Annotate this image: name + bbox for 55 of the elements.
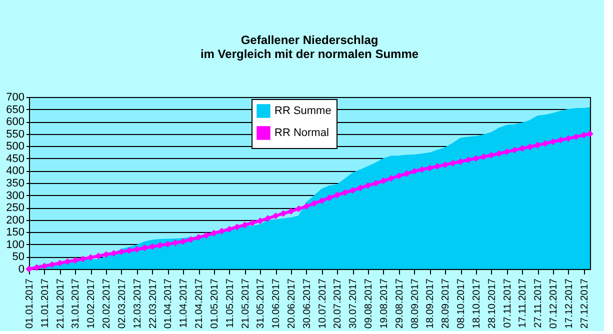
x-tick-label: 01.01.2017	[24, 278, 36, 329]
x-tick-label: 22.03.2017	[148, 278, 159, 329]
x-tick-label: 20.07.2017	[332, 278, 344, 329]
x-tick-label: 30.07.2017	[348, 278, 360, 329]
x-tick-label: 08.10.2017	[456, 278, 468, 329]
y-tick-label: 650	[6, 104, 24, 116]
y-tick-label: 300	[6, 190, 24, 202]
y-tick-label: 700	[6, 92, 24, 104]
x-tick-label: 01.05.2017	[209, 278, 220, 329]
x-tick-label: 30.06.2017	[302, 278, 313, 329]
y-tick-label: 400	[6, 165, 24, 178]
x-tick-label: 08.09.2017	[410, 278, 421, 329]
x-tick-label: 20.06.2017	[286, 278, 298, 329]
x-tick-label: 27.11.2017	[533, 278, 544, 328]
x-tick-label: 10.07.2017	[317, 278, 328, 329]
x-tick-label: 20.02.2017	[102, 278, 113, 329]
x-tick-label: 09.08.2017	[364, 278, 375, 329]
x-tick-label: 21.04.2017	[194, 278, 206, 329]
x-tick-label: 21.05.2017	[240, 278, 252, 329]
x-tick-label: 28.09.2017	[440, 278, 452, 329]
y-tick-label: 0	[18, 264, 24, 276]
x-tick-label: 11.04.2017	[178, 278, 190, 328]
x-tick-label: 07.12.2017	[548, 278, 560, 329]
x-tick-label: 31.01.2017	[70, 278, 82, 329]
x-tick-label: 28.10.2017	[486, 278, 498, 329]
y-tick-label: 50	[12, 251, 24, 264]
x-tick-label: 10.02.2017	[86, 278, 98, 329]
y-tick-label: 250	[6, 202, 24, 214]
x-tick-label: 11.05.2017	[224, 278, 236, 328]
x-tick-label: 18.09.2017	[425, 278, 436, 329]
x-tick-label: 01.04.2017	[163, 278, 174, 329]
x-tick-label: 18.10.2017	[471, 278, 482, 329]
legend-label: RR Normal	[274, 127, 329, 139]
y-tick-label: 450	[6, 152, 24, 165]
x-tick-label: 21.01.2017	[55, 278, 66, 329]
x-tick-label: 17.12.2017	[564, 278, 575, 329]
x-tick-label: 11.01.2017	[40, 278, 51, 328]
y-tick-label: 200	[6, 214, 24, 226]
y-tick-label: 550	[6, 128, 24, 140]
x-tick-label: 10.06.2017	[271, 278, 282, 329]
x-tick-label: 27.12.2017	[579, 278, 590, 329]
legend-label: RR Summe	[274, 105, 332, 117]
y-tick-label: 500	[6, 140, 24, 153]
x-tick-label: 29.08.2017	[394, 278, 406, 329]
x-tick-label: 17.11.2017	[518, 278, 529, 328]
y-tick-label: 100	[6, 238, 24, 251]
y-tick-label: 350	[6, 178, 24, 190]
chart-title: Gefallener Niederschlag im Vergleich mit der normalen Summe	[200, 33, 419, 61]
y-tick-label: 600	[6, 116, 24, 128]
x-tick-label: 19.08.2017	[378, 278, 390, 329]
y-tick-label: 150	[6, 226, 24, 239]
x-tick-label: 12.03.2017	[132, 278, 144, 329]
x-tick-label: 31.05.2017	[256, 278, 267, 329]
x-tick-label: 07.11.2017	[502, 278, 514, 328]
x-tick-label: 02.03.2017	[116, 278, 128, 329]
